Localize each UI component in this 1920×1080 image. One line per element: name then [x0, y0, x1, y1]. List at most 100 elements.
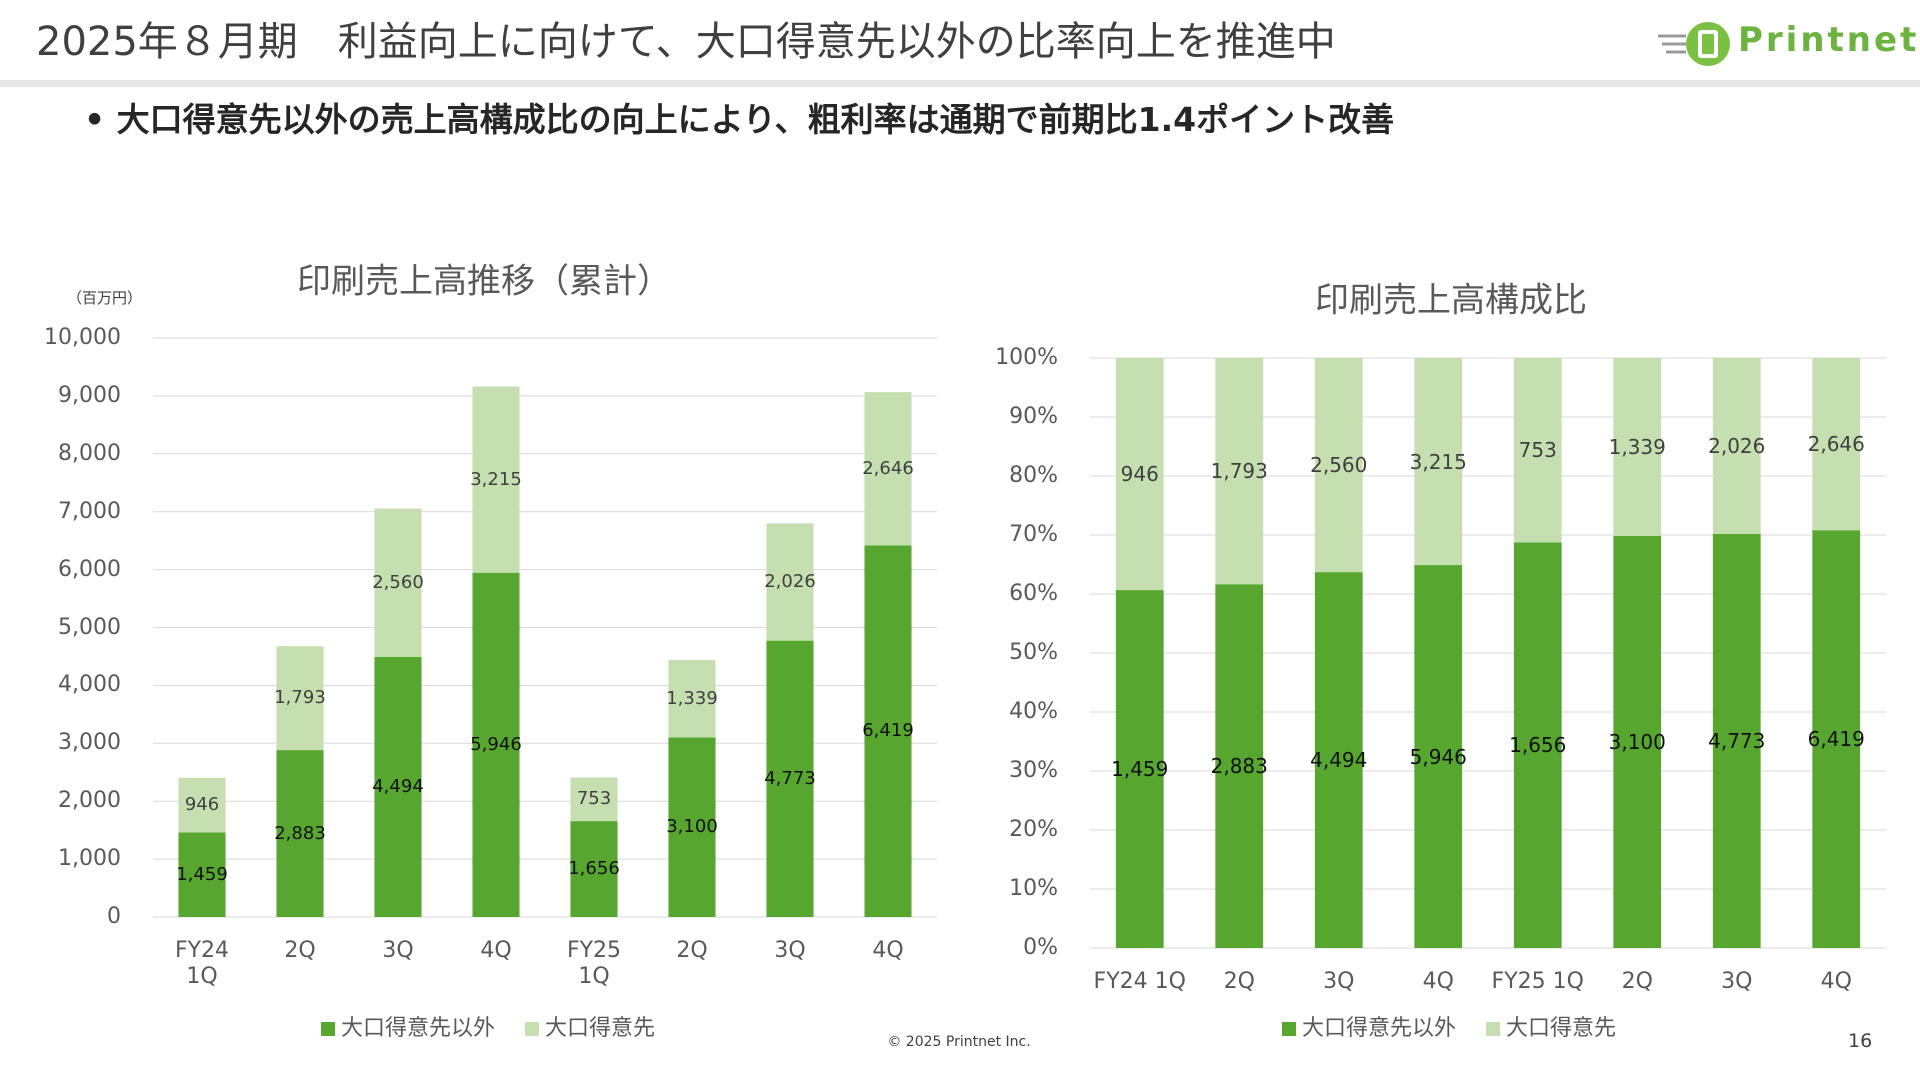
value-label: 4,773: [1708, 728, 1766, 753]
copyright: © 2025 Printnet Inc.: [887, 1034, 1031, 1050]
value-label: 4,494: [1310, 748, 1368, 773]
value-label: 1,339: [1608, 434, 1666, 459]
y-tick-label: 9,000: [58, 382, 121, 408]
bar-segment: [1414, 565, 1463, 948]
value-label: 2,026: [764, 571, 816, 593]
bar-segment: [864, 545, 912, 917]
bar-segment: [1712, 533, 1761, 948]
y-tick-label: 100%: [995, 344, 1058, 370]
y-tick-label: 5,000: [58, 614, 121, 640]
y-tick-label: 8,000: [58, 440, 121, 466]
x-tick-label: 3Q: [774, 938, 806, 963]
bullet: • 大口得意先以外の売上高構成比の向上により、粗利率は通期で前期比1.4ポイント…: [84, 100, 1395, 139]
y-tick-label: 3,000: [58, 730, 121, 756]
bar-segment: [1314, 572, 1363, 948]
value-label: 1,656: [568, 858, 620, 880]
header-rule: [0, 80, 1920, 87]
chart-title: 印刷売上高推移（累計）: [297, 261, 671, 302]
bar-segment: [1812, 530, 1861, 948]
value-label: 3,215: [1409, 449, 1467, 474]
value-label: 4,773: [764, 768, 816, 790]
value-label: 2,646: [1807, 432, 1865, 457]
x-tick-label: 2Q: [284, 938, 316, 963]
x-tick-label: FY25 1Q: [566, 938, 622, 990]
x-tick-label: 3Q: [382, 938, 414, 963]
value-label: 6,419: [862, 720, 914, 742]
slide-title: 2025年８月期 利益向上に向けて、大口得意先以外の比率向上を推進中: [36, 19, 1336, 65]
x-tick-label: 2Q: [676, 938, 708, 963]
value-label: 946: [184, 794, 220, 816]
y-tick-label: 70%: [1009, 521, 1058, 547]
legend-label: 大口得意先: [545, 1015, 656, 1041]
x-tick-label: 4Q: [1422, 968, 1454, 994]
value-label: 6,419: [1807, 727, 1865, 752]
bar-segment: [668, 737, 716, 917]
bar-segment: [178, 832, 226, 917]
y-tick-label: 6,000: [58, 556, 121, 582]
bar-segment: [570, 777, 618, 822]
value-label: 5,946: [470, 734, 522, 756]
legend-label: 大口得意先以外: [341, 1015, 496, 1041]
bar-segment: [1513, 542, 1562, 948]
x-tick-label: FY24 1Q: [174, 938, 230, 990]
bar-segment: [374, 508, 422, 657]
bar-segment: [1513, 358, 1562, 543]
bar-segment: [570, 821, 618, 917]
bar-segment: [276, 750, 324, 917]
value-label: 5,946: [1409, 744, 1467, 769]
y-tick-label: 30%: [1009, 757, 1058, 783]
value-label: 1,459: [176, 863, 228, 885]
bar-segment: [668, 659, 716, 738]
bullet-text: 大口得意先以外の売上高構成比の向上により、粗利率は通期で前期比1.4ポイント改善: [116, 100, 1395, 139]
bar-segment: [374, 656, 422, 917]
y-tick-label: 7,000: [58, 498, 121, 524]
x-tick-label: 3Q: [1323, 968, 1355, 994]
bar-segment: [1812, 358, 1861, 531]
value-label: 1,793: [1210, 459, 1268, 484]
page-number: 16: [1848, 1030, 1873, 1052]
unit-label: （百万円）: [67, 289, 143, 307]
value-label: 2,646: [862, 457, 914, 479]
bar-segment: [1215, 358, 1264, 585]
value-label: 753: [576, 788, 612, 810]
bar-segment: [1115, 590, 1164, 948]
bar-segment: [1314, 358, 1363, 573]
value-label: 3,100: [666, 816, 718, 838]
bar-segment: [1712, 358, 1761, 534]
value-label: 2,883: [1210, 754, 1268, 779]
value-label: 1,339: [666, 687, 718, 709]
value-label: 1,793: [274, 687, 326, 709]
value-label: 1,459: [1111, 757, 1169, 782]
bar-segment: [276, 646, 324, 751]
bar-segment: [178, 777, 226, 833]
y-tick-label: 50%: [1009, 639, 1058, 665]
x-tick-label: 4Q: [872, 938, 904, 963]
x-tick-label: FY25 1Q: [1491, 968, 1584, 994]
y-tick-label: 1,000: [58, 845, 121, 871]
value-label: 2,883: [274, 822, 326, 844]
y-tick-label: 90%: [1009, 403, 1058, 429]
legend-label: 大口得意先以外: [1302, 1015, 1457, 1041]
legend-swatch: [1486, 1022, 1500, 1036]
x-tick-label: 2Q: [1223, 968, 1255, 994]
y-tick-label: 0%: [1023, 934, 1058, 960]
y-tick-label: 20%: [1009, 816, 1058, 842]
x-tick-label: 4Q: [1820, 968, 1852, 994]
x-tick-label: 3Q: [1721, 968, 1753, 994]
y-tick-label: 80%: [1009, 462, 1058, 488]
bar-segment: [472, 572, 520, 917]
y-tick-label: 4,000: [58, 672, 121, 698]
value-label: 1,656: [1509, 733, 1567, 758]
x-tick-label: 4Q: [480, 938, 512, 963]
value-label: 3,215: [470, 468, 522, 490]
y-tick-label: 0: [107, 903, 121, 929]
logo-icon: [1658, 22, 1730, 66]
bar-segment: [472, 386, 520, 573]
legend-swatch: [525, 1022, 539, 1036]
value-label: 3,100: [1608, 729, 1666, 754]
legend-swatch: [321, 1022, 335, 1036]
y-tick-label: 10,000: [44, 324, 121, 350]
legend-swatch: [1282, 1022, 1296, 1036]
value-label: 2,560: [372, 571, 424, 593]
